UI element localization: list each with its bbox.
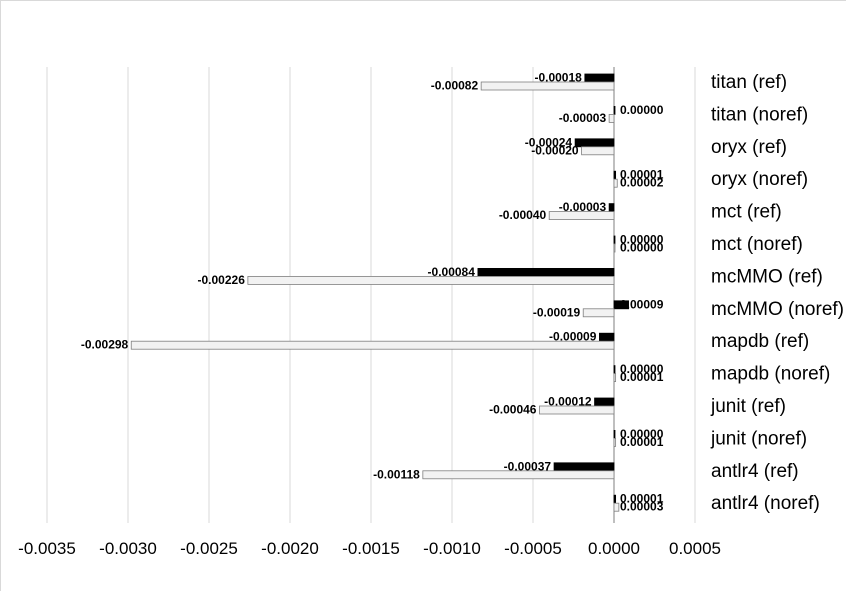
category-labels: titan (ref) titan (noref) oryx (ref) oryx (… (710, 72, 844, 514)
bar (548, 211, 615, 221)
category-label: mcMMO (ref) (711, 266, 823, 287)
data-label: -0.00003 (559, 111, 607, 125)
data-label: 0.00001 (620, 168, 664, 182)
data-label: -0.00020 (531, 143, 579, 157)
data-labels: -0.00018-0.000820.00000-0.00003-0.00024-… (81, 71, 664, 514)
data-label: -0.00298 (81, 338, 129, 352)
category-label: mapdb (ref) (711, 331, 809, 352)
data-label: -0.00003 (559, 200, 607, 214)
x-tick-label: 0.0000 (588, 539, 640, 558)
data-label: -0.00226 (198, 273, 246, 287)
category-label: titan (noref) (711, 104, 808, 125)
bar (574, 138, 615, 148)
bar (613, 437, 617, 447)
data-label: 0.00001 (620, 435, 664, 449)
data-label: 0.00001 (620, 370, 664, 384)
category-label: oryx (ref) (711, 137, 787, 158)
bar (539, 405, 615, 415)
gridlines (46, 67, 696, 523)
data-label: -0.00012 (544, 395, 592, 409)
bar (613, 502, 620, 512)
data-label: -0.00082 (431, 79, 479, 93)
category-label: antlr4 (noref) (711, 493, 820, 514)
data-label: 0.00000 (620, 233, 664, 247)
x-tick-label: -0.0005 (504, 539, 562, 558)
bar (584, 73, 615, 83)
bar (613, 300, 629, 310)
bar (613, 365, 616, 375)
data-label: 0.00009 (620, 297, 664, 311)
bar (613, 494, 617, 504)
data-label: -0.00040 (499, 208, 547, 222)
category-label: mct (ref) (711, 202, 782, 223)
bar (477, 267, 615, 277)
data-label: 0.00002 (620, 176, 664, 190)
data-label: -0.00018 (534, 71, 582, 85)
category-label: mapdb (noref) (711, 364, 830, 385)
category-label: mcMMO (noref) (711, 299, 844, 320)
data-label: 0.00000 (620, 241, 664, 255)
data-label: -0.00019 (533, 305, 581, 319)
x-tick-label: -0.0020 (261, 539, 319, 558)
bar (422, 470, 615, 480)
category-label: junit (ref) (710, 396, 786, 417)
data-label: -0.00118 (373, 467, 420, 481)
bar (613, 106, 616, 115)
data-label: -0.00024 (525, 135, 573, 149)
data-label: -0.00009 (549, 330, 597, 344)
category-label: mct (noref) (711, 234, 803, 255)
data-label: 0.00000 (620, 103, 664, 117)
x-tick-label: -0.0025 (180, 539, 238, 558)
x-tick-label: -0.0035 (18, 539, 76, 558)
category-label: titan (ref) (711, 72, 787, 93)
x-tick-label: -0.0015 (342, 539, 400, 558)
bar (130, 340, 615, 350)
x-axis-ticks: -0.0035 -0.0030 -0.0025 -0.0020 -0.0015 -0.00… (18, 539, 721, 558)
bar (613, 235, 616, 245)
bar (581, 146, 615, 156)
bar (247, 275, 615, 285)
bar (613, 429, 616, 439)
x-tick-label: 0.0005 (669, 539, 721, 558)
bar (582, 308, 615, 318)
data-label: -0.00046 (489, 403, 537, 417)
bar (613, 373, 617, 383)
bar (608, 114, 615, 123)
bar (594, 397, 615, 407)
bars (130, 73, 629, 512)
data-label: 0.00001 (620, 492, 664, 506)
category-label: oryx (noref) (711, 169, 808, 190)
x-tick-label: -0.0030 (99, 539, 157, 558)
bar (608, 203, 615, 213)
category-label: junit (noref) (710, 428, 807, 449)
category-label: antlr4 (ref) (711, 461, 799, 482)
bar (613, 170, 617, 180)
data-label: 0.00000 (620, 427, 664, 441)
bar (553, 462, 615, 472)
data-label: 0.00003 (620, 500, 664, 514)
bar (599, 332, 615, 342)
bar (613, 178, 618, 188)
bar (613, 243, 616, 253)
data-label: 0.00000 (620, 362, 664, 376)
x-tick-label: -0.0010 (423, 539, 481, 558)
data-label: -0.00037 (504, 459, 552, 473)
bar (480, 81, 615, 91)
data-label: -0.00084 (428, 265, 476, 279)
